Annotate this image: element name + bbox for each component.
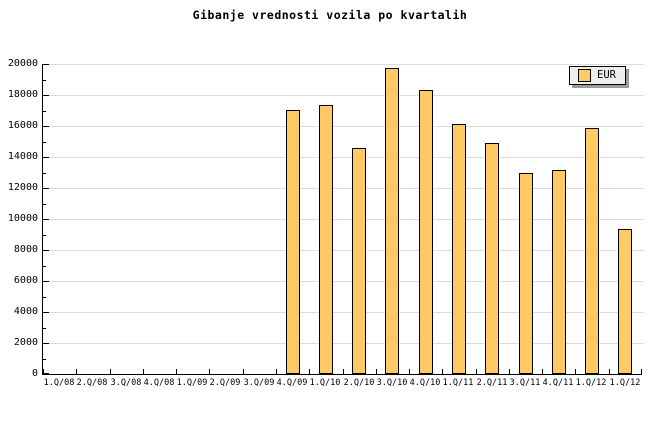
gridline <box>43 157 644 158</box>
y-minor-tick <box>43 296 46 298</box>
x-tick <box>476 369 477 374</box>
y-minor-tick <box>43 234 46 236</box>
x-axis-tick-label: 3.Q/09 <box>243 378 275 388</box>
plot-area <box>42 64 644 375</box>
x-axis-tick-label: 3.Q/11 <box>509 378 541 388</box>
y-major-tick <box>43 312 49 313</box>
x-tick <box>609 369 610 374</box>
bar-2.Q/11 <box>485 143 499 374</box>
bar-3.Q/11 <box>519 173 533 374</box>
y-major-tick <box>43 64 49 65</box>
bar-4.Q/11 <box>552 170 566 374</box>
y-axis-tick-label: 14000 <box>7 151 38 162</box>
y-major-tick <box>43 126 49 127</box>
x-tick <box>442 369 443 374</box>
y-major-tick <box>43 219 49 220</box>
x-tick <box>43 369 44 374</box>
x-axis-tick-label: 4.Q/08 <box>143 378 175 388</box>
bar-1.Q/10 <box>319 105 333 374</box>
x-tick <box>641 369 642 374</box>
y-axis-tick-label: 10000 <box>7 213 38 224</box>
y-major-tick <box>43 188 49 189</box>
bar-4.Q/10 <box>419 90 433 374</box>
x-axis-tick-label: 3.Q/08 <box>110 378 142 388</box>
x-tick <box>509 369 510 374</box>
y-minor-tick <box>43 203 46 205</box>
y-minor-tick <box>43 172 46 174</box>
x-tick <box>209 369 210 374</box>
y-minor-tick <box>43 79 46 81</box>
chart-title: Gibanje vrednosti vozila po kvartalih <box>192 8 468 22</box>
y-axis-tick-label: 16000 <box>7 120 38 131</box>
x-tick <box>542 369 543 374</box>
x-axis-tick-label: 3.Q/10 <box>376 378 408 388</box>
x-tick <box>143 369 144 374</box>
x-tick <box>376 369 377 374</box>
bar-1.Q/12 <box>585 128 599 374</box>
y-major-tick <box>43 157 49 158</box>
x-axis-tick-label: 2.Q/10 <box>343 378 375 388</box>
gridline <box>43 250 644 251</box>
y-axis-tick-label: 4000 <box>13 306 38 317</box>
y-minor-tick <box>43 327 46 329</box>
gridline <box>43 343 644 344</box>
y-axis-tick-label: 8000 <box>13 244 38 255</box>
y-axis-tick-label: 18000 <box>7 89 38 100</box>
y-axis-tick-label: 6000 <box>13 275 38 286</box>
x-axis-tick-label: 1.Q/08 <box>43 378 75 388</box>
gridline <box>43 312 644 313</box>
y-major-tick <box>43 250 49 251</box>
y-minor-tick <box>43 265 46 267</box>
gridline <box>43 281 644 282</box>
bar-1.Q/12 <box>618 229 632 374</box>
bar-4.Q/09 <box>286 110 300 374</box>
y-axis-tick-label: 20000 <box>7 58 38 69</box>
y-axis-tick-label: 12000 <box>7 182 38 193</box>
x-axis-tick-label: 1.Q/12 <box>575 378 607 388</box>
legend-swatch-icon <box>578 69 591 82</box>
y-minor-tick <box>43 110 46 112</box>
x-axis-tick-label: 4.Q/11 <box>542 378 574 388</box>
x-axis-tick-label: 2.Q/11 <box>476 378 508 388</box>
x-axis-tick-label: 1.Q/09 <box>176 378 208 388</box>
x-axis-labels: 1.Q/08 2.Q/08 3.Q/08 4.Q/08 1.Q/09 2.Q/09 3.Q/… <box>42 378 641 392</box>
bar-2.Q/10 <box>352 148 366 374</box>
legend: EUR <box>569 66 626 85</box>
y-axis-tick-label: 0 <box>31 368 38 379</box>
x-tick <box>176 369 177 374</box>
y-major-tick <box>43 95 49 96</box>
legend-label: EUR <box>597 69 616 81</box>
x-axis-tick-label: 4.Q/09 <box>276 378 308 388</box>
x-tick <box>110 369 111 374</box>
y-axis-labels: 0 2000 4000 6000 8000 10000 12000 14000 16000 180… <box>0 59 38 379</box>
x-axis-tick-label: 1.Q/12 <box>609 378 641 388</box>
gridline <box>43 95 644 96</box>
x-axis-tick-label: 4.Q/10 <box>409 378 441 388</box>
y-minor-tick <box>43 358 46 360</box>
x-tick <box>309 369 310 374</box>
y-major-tick <box>43 343 49 344</box>
x-tick <box>343 369 344 374</box>
x-axis-tick-label: 2.Q/08 <box>76 378 108 388</box>
bar-1.Q/11 <box>452 124 466 374</box>
bar-3.Q/10 <box>385 68 399 374</box>
gridline <box>43 219 644 220</box>
x-tick <box>243 369 244 374</box>
y-major-tick <box>43 373 49 374</box>
y-major-tick <box>43 281 49 282</box>
x-tick <box>276 369 277 374</box>
gridline <box>43 126 644 127</box>
x-axis-tick-label: 2.Q/09 <box>209 378 241 388</box>
gridline <box>43 64 644 65</box>
x-tick <box>409 369 410 374</box>
gridline <box>43 188 644 189</box>
x-tick <box>575 369 576 374</box>
y-axis-tick-label: 2000 <box>13 337 38 348</box>
x-tick <box>76 369 77 374</box>
x-axis-tick-label: 1.Q/10 <box>309 378 341 388</box>
x-axis-tick-label: 1.Q/11 <box>442 378 474 388</box>
y-minor-tick <box>43 141 46 143</box>
